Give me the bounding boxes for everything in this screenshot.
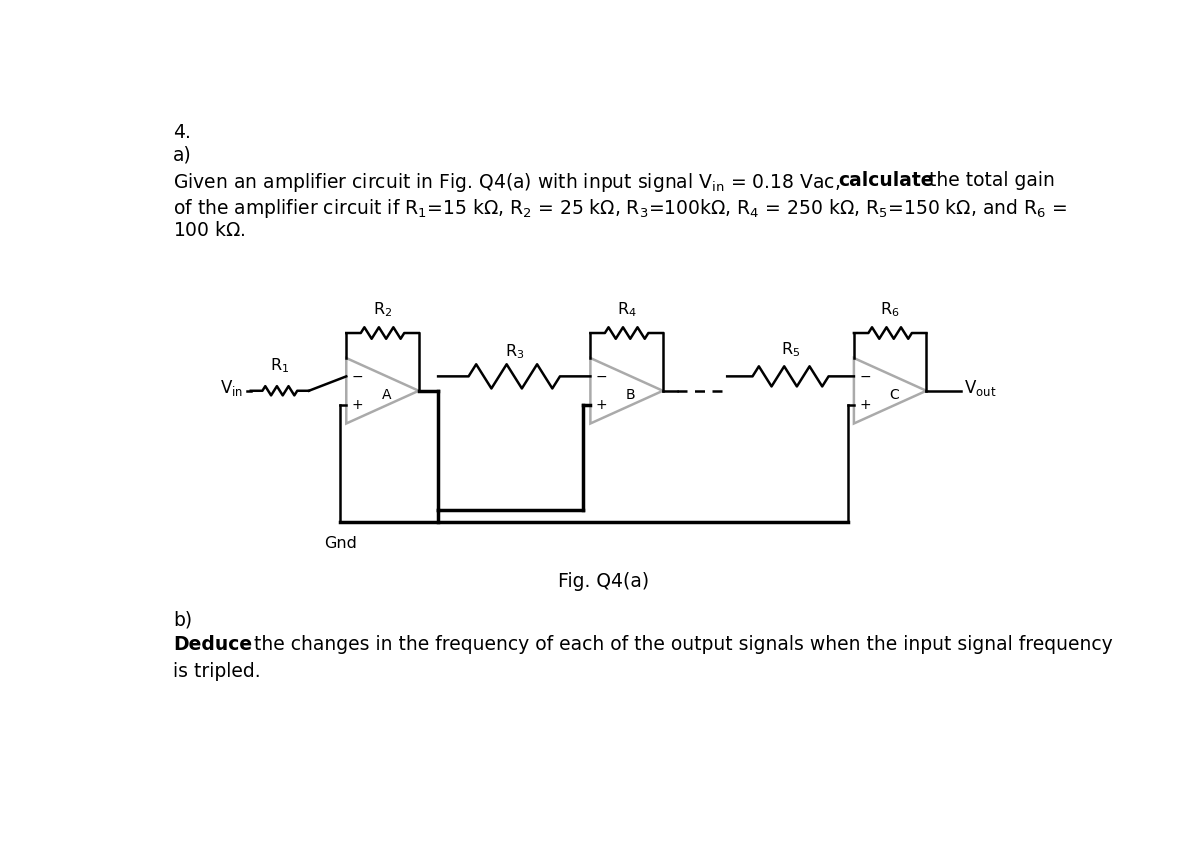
Text: C: C [889,387,899,401]
Text: R$_4$: R$_4$ [617,300,636,319]
Text: of the amplifier circuit if R$_1$=15 k$\Omega$, R$_2$ = 25 k$\Omega$, R$_3$=100k: of the amplifier circuit if R$_1$=15 k$\… [173,197,1067,220]
Text: R$_6$: R$_6$ [881,300,900,319]
Text: −: − [596,369,607,383]
Text: Gnd: Gnd [324,536,356,551]
Text: R$_2$: R$_2$ [373,300,392,319]
Text: is tripled.: is tripled. [173,662,260,681]
Text: R$_5$: R$_5$ [781,341,800,359]
Text: +: + [352,398,364,413]
Text: B: B [625,387,635,401]
Text: Deduce: Deduce [173,635,252,654]
Text: V$_{\rm in}$: V$_{\rm in}$ [220,379,242,399]
Text: 100 k$\Omega$.: 100 k$\Omega$. [173,222,246,241]
Text: the total gain: the total gain [924,172,1055,191]
Text: +: + [596,398,607,413]
Text: +: + [859,398,871,413]
Text: the changes in the frequency of each of the output signals when the input signal: the changes in the frequency of each of … [247,635,1112,654]
Text: Given an amplifier circuit in Fig. Q4(a) with input signal V$_{\rm in}$ = 0.18 V: Given an amplifier circuit in Fig. Q4(a)… [173,172,842,194]
Text: 4.: 4. [173,123,191,142]
Text: a): a) [173,146,192,165]
Text: b): b) [173,610,192,629]
Text: R$_1$: R$_1$ [270,356,289,375]
Text: calculate: calculate [839,172,934,191]
Text: V$_{\rm out}$: V$_{\rm out}$ [964,379,996,399]
Text: −: − [352,369,364,383]
Text: −: − [859,369,871,383]
Text: A: A [382,387,391,401]
Text: R$_3$: R$_3$ [504,343,524,361]
Text: Fig. Q4(a): Fig. Q4(a) [558,571,649,590]
